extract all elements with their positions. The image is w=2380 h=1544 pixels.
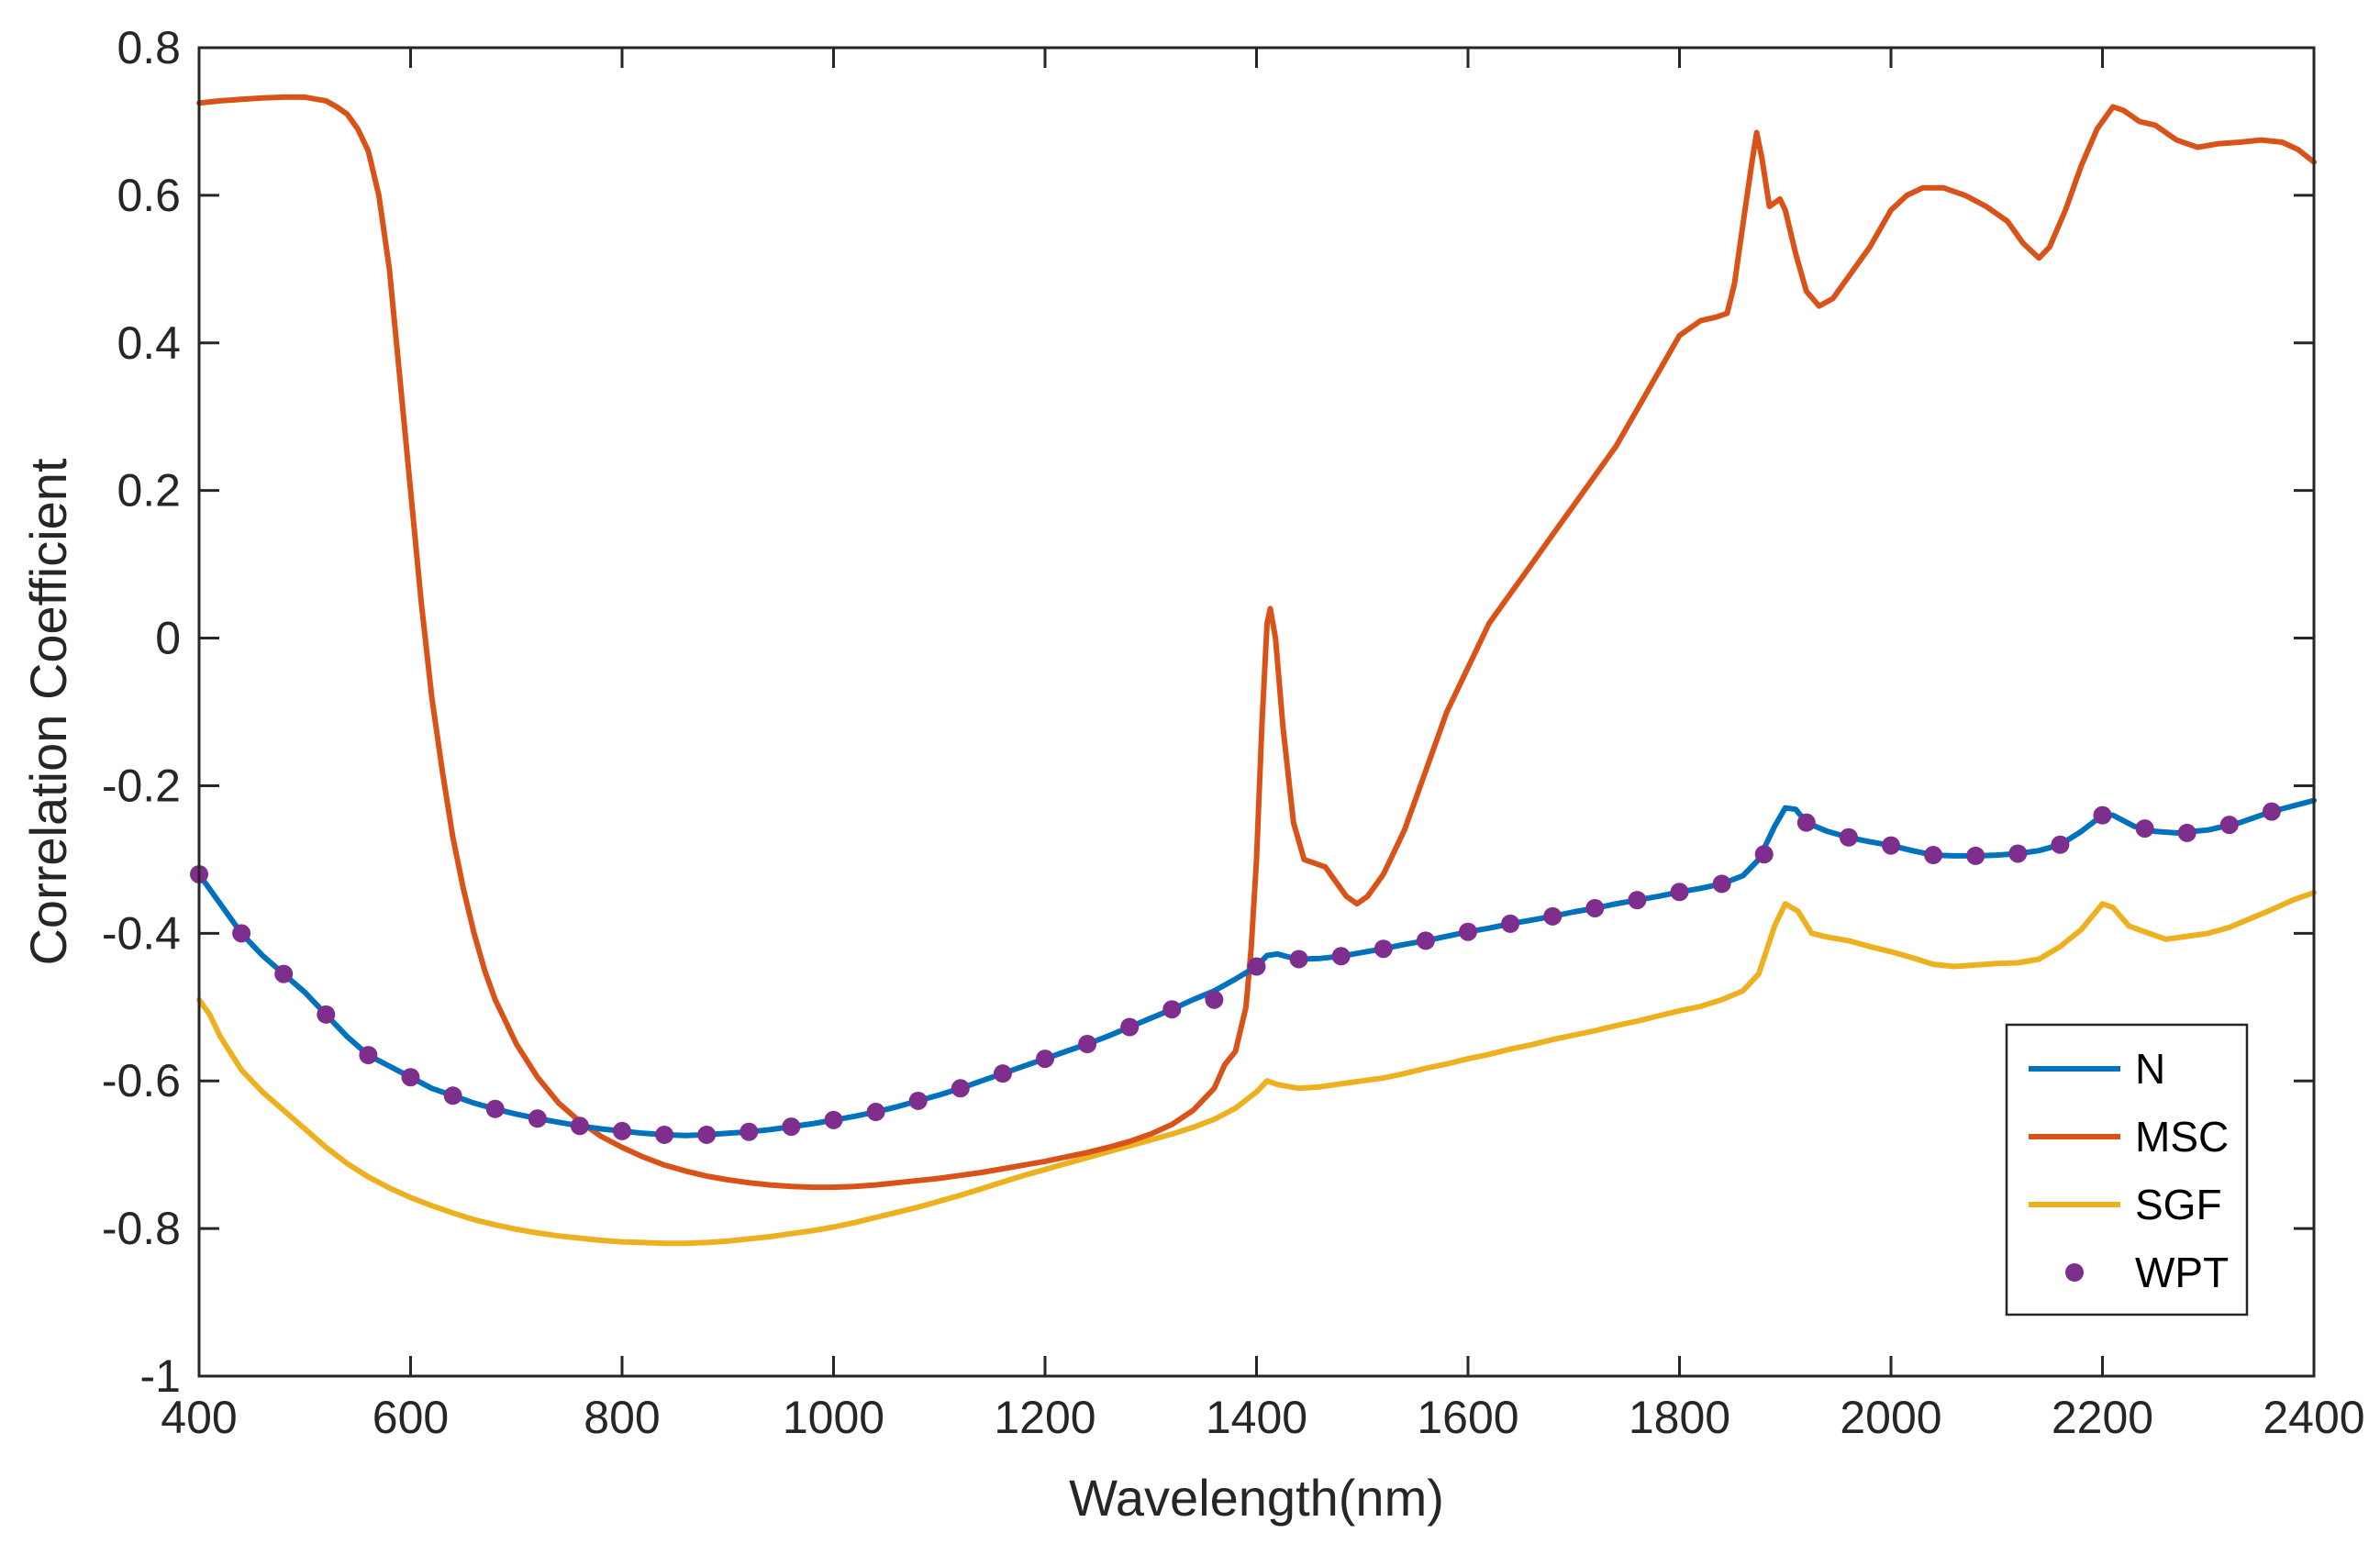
x-tick-label: 2200 xyxy=(2052,1392,2153,1443)
data-point-wpt xyxy=(1162,1000,1182,1019)
data-point-wpt xyxy=(443,1086,462,1105)
data-point-wpt xyxy=(528,1109,547,1128)
series-wpt-markers xyxy=(190,802,2281,1144)
x-axis-label: Wavelength(nm) xyxy=(1069,1469,1444,1527)
data-point-wpt xyxy=(401,1068,420,1087)
x-tick-label: 2000 xyxy=(1840,1392,1941,1443)
y-tick-label: -0.2 xyxy=(102,760,181,811)
data-point-wpt xyxy=(2135,819,2154,839)
series-sgf-line xyxy=(196,890,2317,1247)
data-point-wpt xyxy=(232,924,251,943)
data-point-wpt xyxy=(1501,914,1520,933)
data-point-wpt xyxy=(1839,828,1858,847)
data-point-wpt xyxy=(1796,813,1816,832)
plot-background xyxy=(199,48,2314,1376)
x-tick-label: 2400 xyxy=(2263,1392,2364,1443)
y-axis-label: Correlation Coefficient xyxy=(19,458,77,965)
y-tick-label: 0.2 xyxy=(117,465,181,517)
y-tick-label: -0.6 xyxy=(102,1055,181,1106)
ticks-layer: 400 600 800 1000 1200 1400 1600 1800 2000 2200 240… xyxy=(102,22,2365,1443)
data-point-wpt xyxy=(655,1125,674,1144)
legend-label-sgf: SGF xyxy=(2135,1181,2222,1228)
data-point-wpt xyxy=(317,1005,336,1024)
x-tick-label: 600 xyxy=(373,1392,449,1443)
data-point-wpt xyxy=(1331,947,1351,966)
data-point-wpt xyxy=(2051,835,2070,854)
data-point-wpt xyxy=(485,1099,505,1118)
legend-label-msc: MSC xyxy=(2135,1113,2229,1161)
data-point-wpt xyxy=(2219,816,2239,835)
data-point-wpt xyxy=(1882,836,1900,855)
y-tick-label: -0.4 xyxy=(102,907,181,959)
data-point-wpt xyxy=(1459,922,1477,941)
y-tick-label: 0 xyxy=(155,613,181,664)
y-tick-label: -0.8 xyxy=(102,1203,181,1254)
legend-box xyxy=(2005,1023,2249,1316)
data-point-wpt xyxy=(274,964,294,983)
data-point-wpt xyxy=(740,1122,759,1141)
x-tick-label: 400 xyxy=(161,1392,237,1443)
data-point-wpt xyxy=(697,1125,717,1144)
data-point-wpt xyxy=(1036,1050,1054,1069)
data-point-wpt xyxy=(2177,823,2196,842)
x-tick-label: 1200 xyxy=(994,1392,1095,1443)
x-tick-label: 1000 xyxy=(783,1392,884,1443)
data-point-wpt xyxy=(866,1103,885,1122)
legend-label-wpt: WPT xyxy=(2135,1249,2229,1296)
data-point-wpt xyxy=(1712,874,1731,894)
data-point-wpt xyxy=(1585,898,1605,917)
legend-swatch-wpt xyxy=(2065,1263,2084,1282)
legend: N MSC SGF WPT xyxy=(2005,1023,2249,1316)
data-point-wpt xyxy=(1078,1035,1097,1053)
y-tick-label: -1 xyxy=(140,1350,181,1402)
series-n-line xyxy=(196,797,2317,1139)
data-point-wpt xyxy=(824,1110,843,1129)
data-point-wpt xyxy=(1543,906,1563,926)
data-point-wpt xyxy=(782,1117,801,1137)
data-point-wpt xyxy=(2008,844,2028,863)
data-point-wpt xyxy=(908,1091,928,1110)
data-point-wpt xyxy=(1754,845,1774,864)
data-point-wpt xyxy=(2093,805,2112,825)
x-tick-label: 1400 xyxy=(1206,1392,1307,1443)
y-tick-label: 0.8 xyxy=(117,22,181,73)
x-tick-label: 800 xyxy=(584,1392,660,1443)
data-point-wpt xyxy=(2262,802,2281,821)
data-point-wpt xyxy=(993,1064,1012,1083)
data-point-wpt xyxy=(1416,931,1435,950)
legend-label-n: N xyxy=(2135,1045,2165,1093)
data-point-wpt xyxy=(1924,846,1943,865)
data-point-wpt xyxy=(570,1116,589,1136)
data-point-wpt xyxy=(1289,950,1308,969)
data-point-wpt xyxy=(1120,1017,1140,1037)
y-tick-label: 0.6 xyxy=(117,170,181,221)
x-tick-label: 1600 xyxy=(1417,1392,1518,1443)
series-layer xyxy=(190,94,2317,1247)
data-point-wpt xyxy=(359,1046,378,1065)
data-point-wpt xyxy=(951,1079,970,1098)
series-msc-line xyxy=(196,94,2317,1191)
data-point-wpt xyxy=(613,1121,631,1140)
x-tick-label: 1800 xyxy=(1629,1392,1730,1443)
data-point-wpt xyxy=(1247,957,1266,976)
data-point-wpt xyxy=(1966,846,1985,865)
y-tick-label: 0.4 xyxy=(117,317,181,369)
data-point-wpt xyxy=(1374,939,1393,959)
data-point-wpt xyxy=(1205,990,1224,1009)
data-point-wpt xyxy=(1628,891,1647,910)
data-point-wpt xyxy=(1670,883,1689,902)
